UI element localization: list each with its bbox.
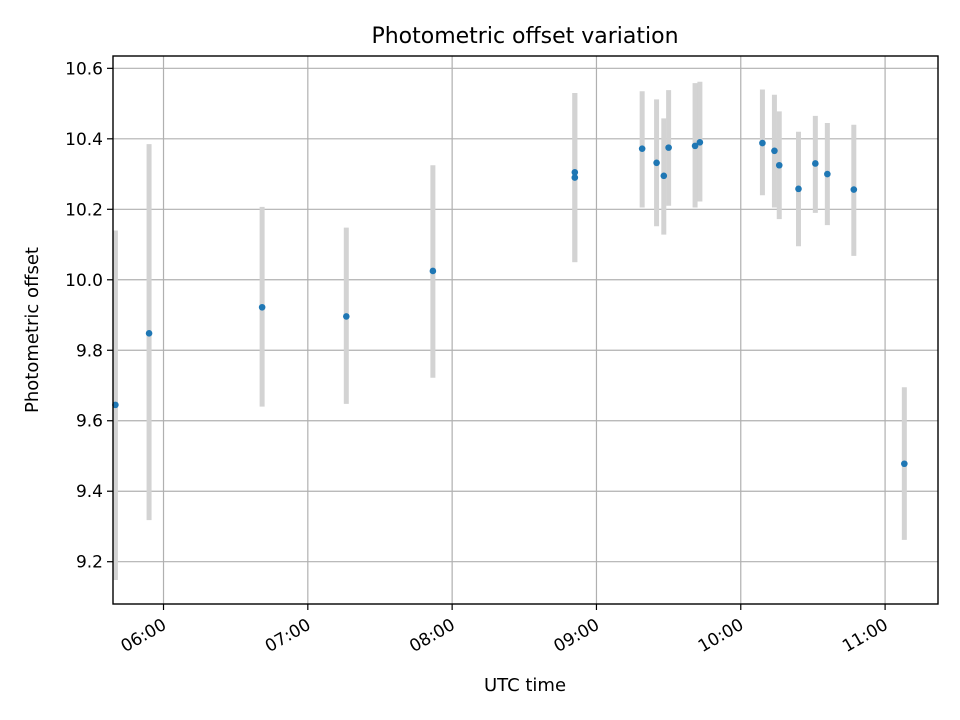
data-point xyxy=(759,139,766,147)
data-point xyxy=(795,185,802,193)
x-tick-label: 06:00 xyxy=(118,615,170,657)
data-point xyxy=(571,168,579,176)
error-bars xyxy=(112,81,907,581)
data-point xyxy=(665,144,672,151)
data-point xyxy=(824,170,831,178)
x-tick-label: 09:00 xyxy=(551,615,603,657)
x-tick-label: 08:00 xyxy=(406,615,458,657)
data-point xyxy=(258,303,266,311)
data-point xyxy=(775,161,783,169)
data-point xyxy=(343,313,350,320)
data-point xyxy=(653,159,660,167)
y-axis-label: Photometric offset xyxy=(22,247,43,413)
data-point xyxy=(771,147,778,155)
data-point xyxy=(571,174,579,181)
x-tick-label: 07:00 xyxy=(262,615,314,657)
y-tick-label: 9.6 xyxy=(76,412,103,432)
y-tick-label: 10.0 xyxy=(65,271,103,291)
data-point xyxy=(112,401,119,409)
x-axis-label: UTC time xyxy=(484,675,566,696)
data-point xyxy=(638,145,646,152)
y-tick-label: 10.2 xyxy=(65,200,103,220)
y-tick-label: 9.2 xyxy=(76,553,103,573)
data-point xyxy=(691,142,699,150)
y-tick-label: 9.4 xyxy=(76,482,103,502)
data-point xyxy=(901,460,908,468)
y-tick-label: 10.6 xyxy=(65,59,103,79)
data-point xyxy=(850,186,858,193)
x-tick-label: 11:00 xyxy=(839,615,891,657)
y-axis-ticks: 9.2 9.4 9.6 9.8 10.0 10.2 10.4 10.6 xyxy=(65,59,113,573)
data-point xyxy=(812,160,819,167)
y-tick-label: 10.4 xyxy=(65,130,103,150)
plot-frame xyxy=(112,55,939,605)
x-axis-ticks: 06:00 07:00 08:00 09:00 10:00 11:00 xyxy=(118,604,892,657)
data-points xyxy=(112,139,908,468)
data-point xyxy=(660,172,668,180)
data-point xyxy=(429,267,437,275)
y-tick-label: 9.8 xyxy=(76,341,103,361)
data-point xyxy=(145,330,153,337)
data-point xyxy=(696,139,704,146)
chart-title: Photometric offset variation xyxy=(371,24,678,49)
x-tick-label: 10:00 xyxy=(695,615,747,657)
